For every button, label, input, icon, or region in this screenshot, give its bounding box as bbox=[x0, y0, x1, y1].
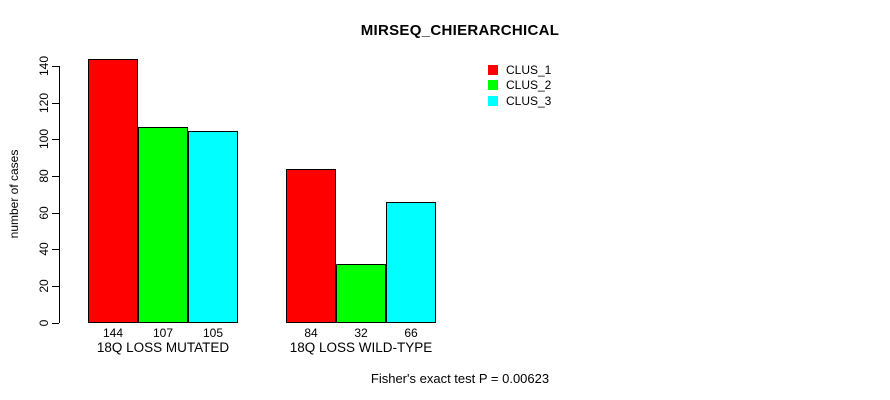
legend-item: CLUS_2 bbox=[488, 78, 551, 94]
y-tick-label: 80 bbox=[37, 169, 51, 183]
bar-value-label: 107 bbox=[152, 326, 174, 340]
bar-clus_1-1 bbox=[88, 59, 138, 323]
legend-swatch-icon bbox=[488, 95, 498, 106]
y-tick-mark bbox=[52, 322, 59, 324]
bar-clus_3-2 bbox=[386, 202, 436, 323]
bar-value-label: 66 bbox=[404, 326, 418, 340]
legend-swatch-icon bbox=[488, 80, 498, 91]
legend-label: CLUS_1 bbox=[506, 62, 552, 77]
bar-clus_1-2 bbox=[286, 169, 336, 323]
legend-swatch-icon bbox=[488, 64, 498, 75]
y-axis-label: number of cases bbox=[7, 149, 21, 239]
bar-clus_2-1 bbox=[138, 126, 188, 323]
y-tick-label: 40 bbox=[37, 242, 51, 256]
y-tick-label: 60 bbox=[37, 205, 51, 220]
y-tick-label: 20 bbox=[37, 279, 51, 293]
y-tick-mark bbox=[52, 175, 59, 177]
fisher-test-note: Fisher's exact test P = 0.00623 bbox=[370, 371, 550, 386]
bar-value-label: 105 bbox=[202, 326, 224, 340]
x-category-label: 18Q LOSS MUTATED bbox=[96, 340, 230, 355]
legend-label: CLUS_3 bbox=[506, 93, 552, 108]
bar-clus_3-1 bbox=[188, 130, 238, 323]
legend-item: CLUS_1 bbox=[488, 62, 551, 78]
y-tick-mark bbox=[52, 212, 59, 214]
y-tick-label: 120 bbox=[37, 92, 51, 113]
y-tick-mark bbox=[52, 66, 59, 67]
y-tick-label: 140 bbox=[37, 55, 51, 77]
chart-title: MIRSEQ_CHIERARCHICAL bbox=[360, 22, 560, 39]
y-tick-label: 0 bbox=[37, 319, 51, 326]
y-tick-mark bbox=[52, 139, 59, 141]
y-tick-label: 100 bbox=[37, 129, 51, 150]
bar-clus_2-2 bbox=[336, 264, 386, 323]
bar-value-label: 144 bbox=[102, 326, 124, 340]
legend-item: CLUS_3 bbox=[488, 93, 551, 109]
y-tick-mark bbox=[52, 102, 59, 104]
y-axis-line bbox=[59, 66, 60, 323]
legend: CLUS_1 CLUS_2 CLUS_3 bbox=[488, 62, 551, 109]
y-tick-mark bbox=[52, 285, 59, 287]
bar-value-label: 84 bbox=[304, 326, 318, 340]
y-tick-mark bbox=[52, 249, 59, 251]
bar-value-label: 32 bbox=[354, 326, 368, 340]
x-category-label: 18Q LOSS WILD-TYPE bbox=[289, 340, 433, 355]
legend-label: CLUS_2 bbox=[506, 78, 552, 93]
